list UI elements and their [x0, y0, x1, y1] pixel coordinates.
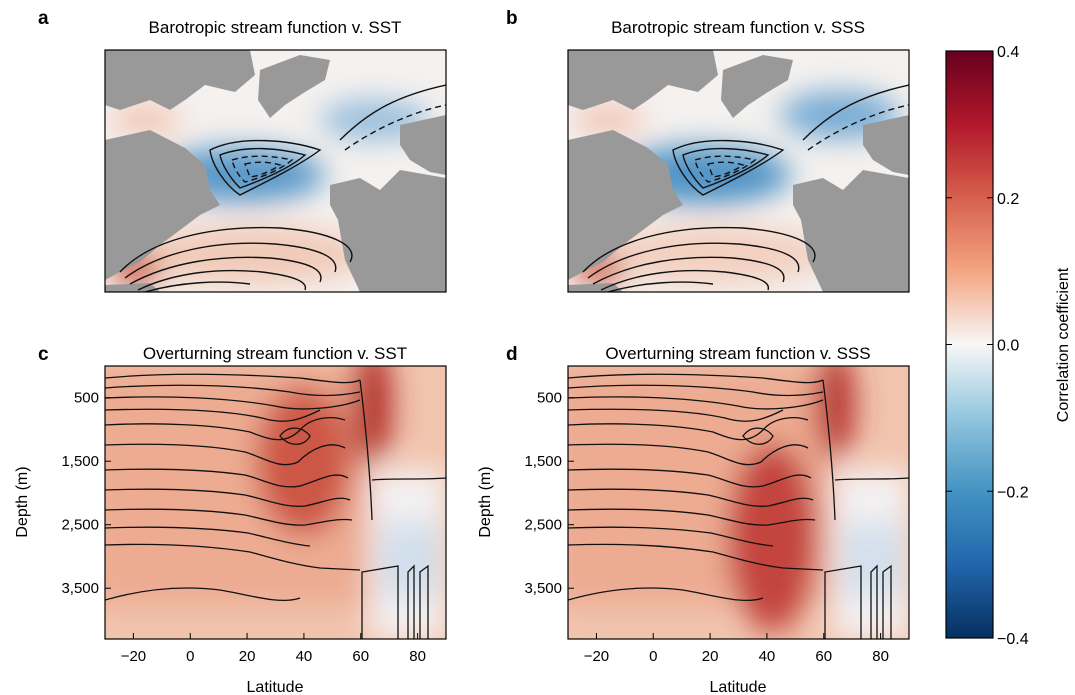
panel-c-title: Overturning stream function v. SST — [143, 344, 407, 363]
panel-d-contours — [568, 373, 909, 639]
panel-d-ytick-label: 500 — [537, 390, 562, 407]
panel-c-xlabel: Latitude — [247, 679, 304, 695]
panel-d-ytick-label: 3,500 — [524, 580, 562, 597]
panel-d-xtick-label: 60 — [815, 648, 832, 665]
colorbar-label: Correlation coefficient — [1055, 267, 1072, 422]
panel-d-xtick-label: 0 — [649, 648, 657, 665]
panel-d-xtick-label: 40 — [759, 648, 776, 665]
panel-a-letter: a — [38, 8, 49, 29]
panel-b-letter: b — [506, 8, 518, 29]
panel-d-xtick-label: 20 — [702, 648, 719, 665]
panel-c-ytick-label: 2,500 — [61, 517, 99, 534]
panel-d-frame — [567, 365, 910, 640]
panel-c-ytick-label: 1,500 — [61, 453, 99, 470]
colorbar-tick-label: 0.4 — [997, 44, 1019, 61]
panel-a-frame — [104, 49, 447, 293]
panel-a-land — [105, 50, 446, 292]
panel-c-xtick-label: 60 — [352, 648, 369, 665]
panel-a-title: Barotropic stream function v. SST — [149, 18, 402, 37]
panel-a-map — [105, 50, 446, 292]
panel-d-max-anomaly — [727, 442, 818, 633]
panel-b-land — [568, 50, 909, 292]
panel-c-frame — [104, 365, 447, 640]
panel-b-subtropical-anomaly — [593, 225, 833, 285]
colorbar-tick-label: −0.2 — [997, 484, 1029, 501]
panel-c-xtick-label: 0 — [186, 648, 194, 665]
panel-c-max-anomaly — [255, 386, 352, 537]
colorbar-ticks: 0.4 0.2 0.0 −0.2 −0.4 — [946, 44, 1029, 648]
panel-b-map — [568, 50, 909, 292]
panel-b-contours — [582, 84, 909, 292]
colorbar-tick-label: −0.4 — [997, 631, 1029, 648]
panel-b-frame — [567, 49, 910, 293]
panel-c-ylabel: Depth (m) — [14, 466, 31, 537]
colorbar: 0.4 0.2 0.0 −0.2 −0.4 Correlation coefficien… — [945, 44, 1072, 648]
panel-c-northern-anomaly — [352, 366, 393, 465]
panel-d-field — [568, 366, 909, 639]
panel-d-northern-anomaly — [815, 366, 856, 460]
panel-d: d Overturning stream function v. SSS — [477, 344, 910, 695]
panel-d-title: Overturning stream function v. SSS — [605, 344, 870, 363]
panel-b-title: Barotropic stream function v. SSS — [611, 18, 865, 37]
panel-c-ytick-label: 500 — [74, 390, 99, 407]
panel-c-contours — [105, 373, 446, 639]
panel-d-ylabel: Depth (m) — [477, 466, 494, 537]
panel-d-ytick-label: 1,500 — [524, 453, 562, 470]
panel-d-ytick-label: 2,500 — [524, 517, 562, 534]
panel-c-xtick-label: 20 — [239, 648, 256, 665]
panel-c: c Overturning stream function v. SST — [14, 344, 447, 695]
colorbar-gradient — [945, 50, 994, 639]
colorbar-tick-label: 0.2 — [997, 191, 1019, 208]
panel-d-xtick-label: 80 — [872, 648, 889, 665]
panel-c-xtick-label: 80 — [409, 648, 426, 665]
panel-a: a Barotropic stream function v. SST — [38, 8, 447, 293]
panel-c-letter: c — [38, 344, 49, 365]
colorbar-tick-label: 0.0 — [997, 338, 1019, 355]
panel-d-xlabel: Latitude — [710, 679, 767, 695]
panel-b: b Barotropic stream function v. SSS — [506, 8, 910, 293]
panel-a-contours — [119, 84, 446, 292]
panel-c-xtick-label: 40 — [296, 648, 313, 665]
panel-d-xtick-label: −20 — [584, 648, 609, 665]
panel-c-ytick-label: 3,500 — [61, 580, 99, 597]
panel-c-field — [105, 366, 446, 639]
panel-a-subtropical-anomaly — [130, 225, 370, 285]
panel-d-letter: d — [506, 344, 518, 365]
panel-c-xtick-label: −20 — [121, 648, 146, 665]
